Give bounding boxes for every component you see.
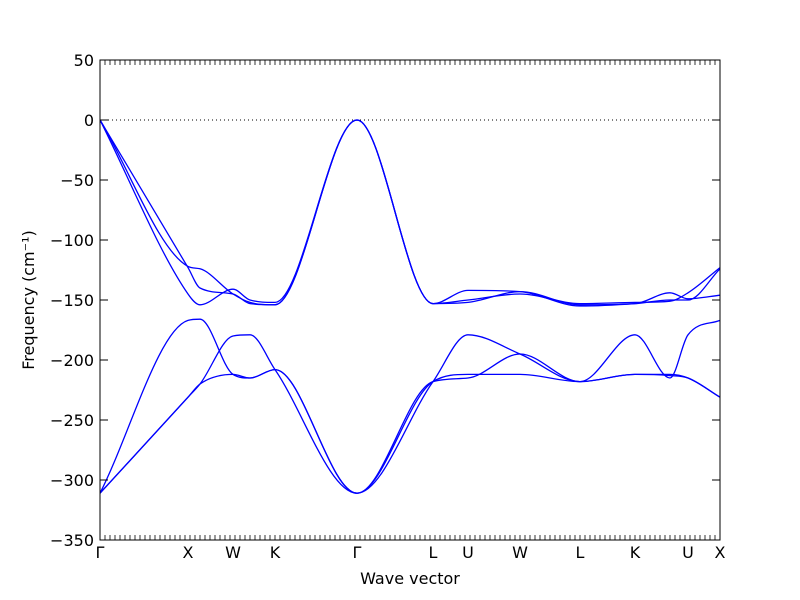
x-tick-label: K <box>630 543 641 562</box>
band-line-4 <box>99 318 721 494</box>
y-tick-label: −200 <box>50 351 94 370</box>
x-tick-label: Γ <box>96 543 105 562</box>
x-tick-label: L <box>429 543 438 562</box>
x-tick-label: U <box>682 543 694 562</box>
y-tick-label: −250 <box>50 411 94 430</box>
y-axis-label: Frequency (cm⁻¹) <box>19 230 38 369</box>
band-line-6 <box>99 353 721 494</box>
y-tick-label: −100 <box>50 231 94 250</box>
y-tick-label: −150 <box>50 291 94 310</box>
y-axis: 50 0 −50 −100 −150 −200 −250 −300 −350 <box>50 51 720 550</box>
x-tick-label: U <box>462 543 474 562</box>
y-tick-label: −50 <box>60 171 94 190</box>
x-tick-label: W <box>225 543 241 562</box>
y-tick-label: 50 <box>74 51 94 70</box>
band-line-3 <box>99 119 721 306</box>
x-tick-label: Γ <box>353 543 362 562</box>
band-line-2 <box>99 119 721 307</box>
x-tick-label: W <box>512 543 528 562</box>
y-tick-label: −350 <box>50 531 94 550</box>
x-tick-label: X <box>183 543 194 562</box>
x-axis-label: Wave vector <box>360 569 460 588</box>
band-lines <box>99 119 721 494</box>
y-tick-label: 0 <box>84 111 94 130</box>
band-line-5 <box>99 334 721 494</box>
y-tick-label: −300 <box>50 471 94 490</box>
x-tick-label: K <box>270 543 281 562</box>
x-tick-label: L <box>576 543 585 562</box>
x-tick-label: X <box>715 543 726 562</box>
